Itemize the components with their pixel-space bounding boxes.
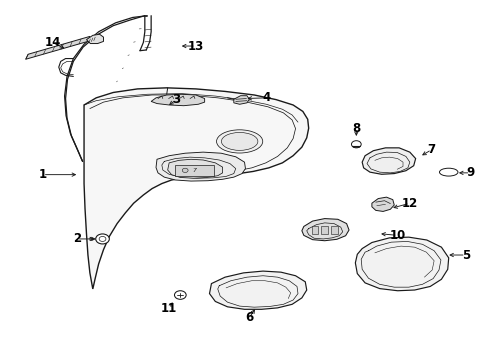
- Polygon shape: [355, 237, 448, 291]
- Text: 10: 10: [389, 229, 405, 242]
- Circle shape: [99, 237, 106, 242]
- Polygon shape: [301, 219, 348, 241]
- Polygon shape: [167, 159, 222, 178]
- Ellipse shape: [221, 132, 257, 150]
- Polygon shape: [84, 88, 308, 289]
- Bar: [330, 226, 337, 234]
- Circle shape: [174, 291, 186, 299]
- Polygon shape: [362, 148, 415, 174]
- Text: 1: 1: [39, 168, 47, 181]
- Text: 11: 11: [161, 302, 177, 315]
- Polygon shape: [151, 94, 204, 106]
- Polygon shape: [209, 271, 306, 309]
- Text: 8: 8: [351, 122, 360, 135]
- Text: 7: 7: [427, 143, 435, 156]
- Polygon shape: [371, 197, 393, 211]
- Polygon shape: [26, 36, 90, 59]
- Text: 5: 5: [461, 248, 469, 261]
- Text: 7: 7: [192, 168, 197, 173]
- Text: 12: 12: [401, 197, 417, 210]
- Ellipse shape: [216, 130, 262, 153]
- Circle shape: [96, 234, 109, 244]
- Bar: [175, 165, 214, 176]
- Text: 4: 4: [262, 91, 270, 104]
- Circle shape: [351, 141, 361, 148]
- Bar: [311, 226, 318, 234]
- Polygon shape: [86, 34, 103, 44]
- Text: 3: 3: [172, 93, 180, 106]
- Bar: [321, 226, 327, 234]
- Circle shape: [182, 168, 188, 172]
- Text: 6: 6: [245, 311, 253, 324]
- Text: 9: 9: [466, 166, 474, 179]
- Polygon shape: [156, 152, 245, 181]
- Ellipse shape: [439, 168, 457, 176]
- Text: 14: 14: [44, 36, 61, 49]
- Text: 2: 2: [73, 233, 81, 246]
- Text: 13: 13: [187, 40, 203, 53]
- Polygon shape: [233, 96, 249, 104]
